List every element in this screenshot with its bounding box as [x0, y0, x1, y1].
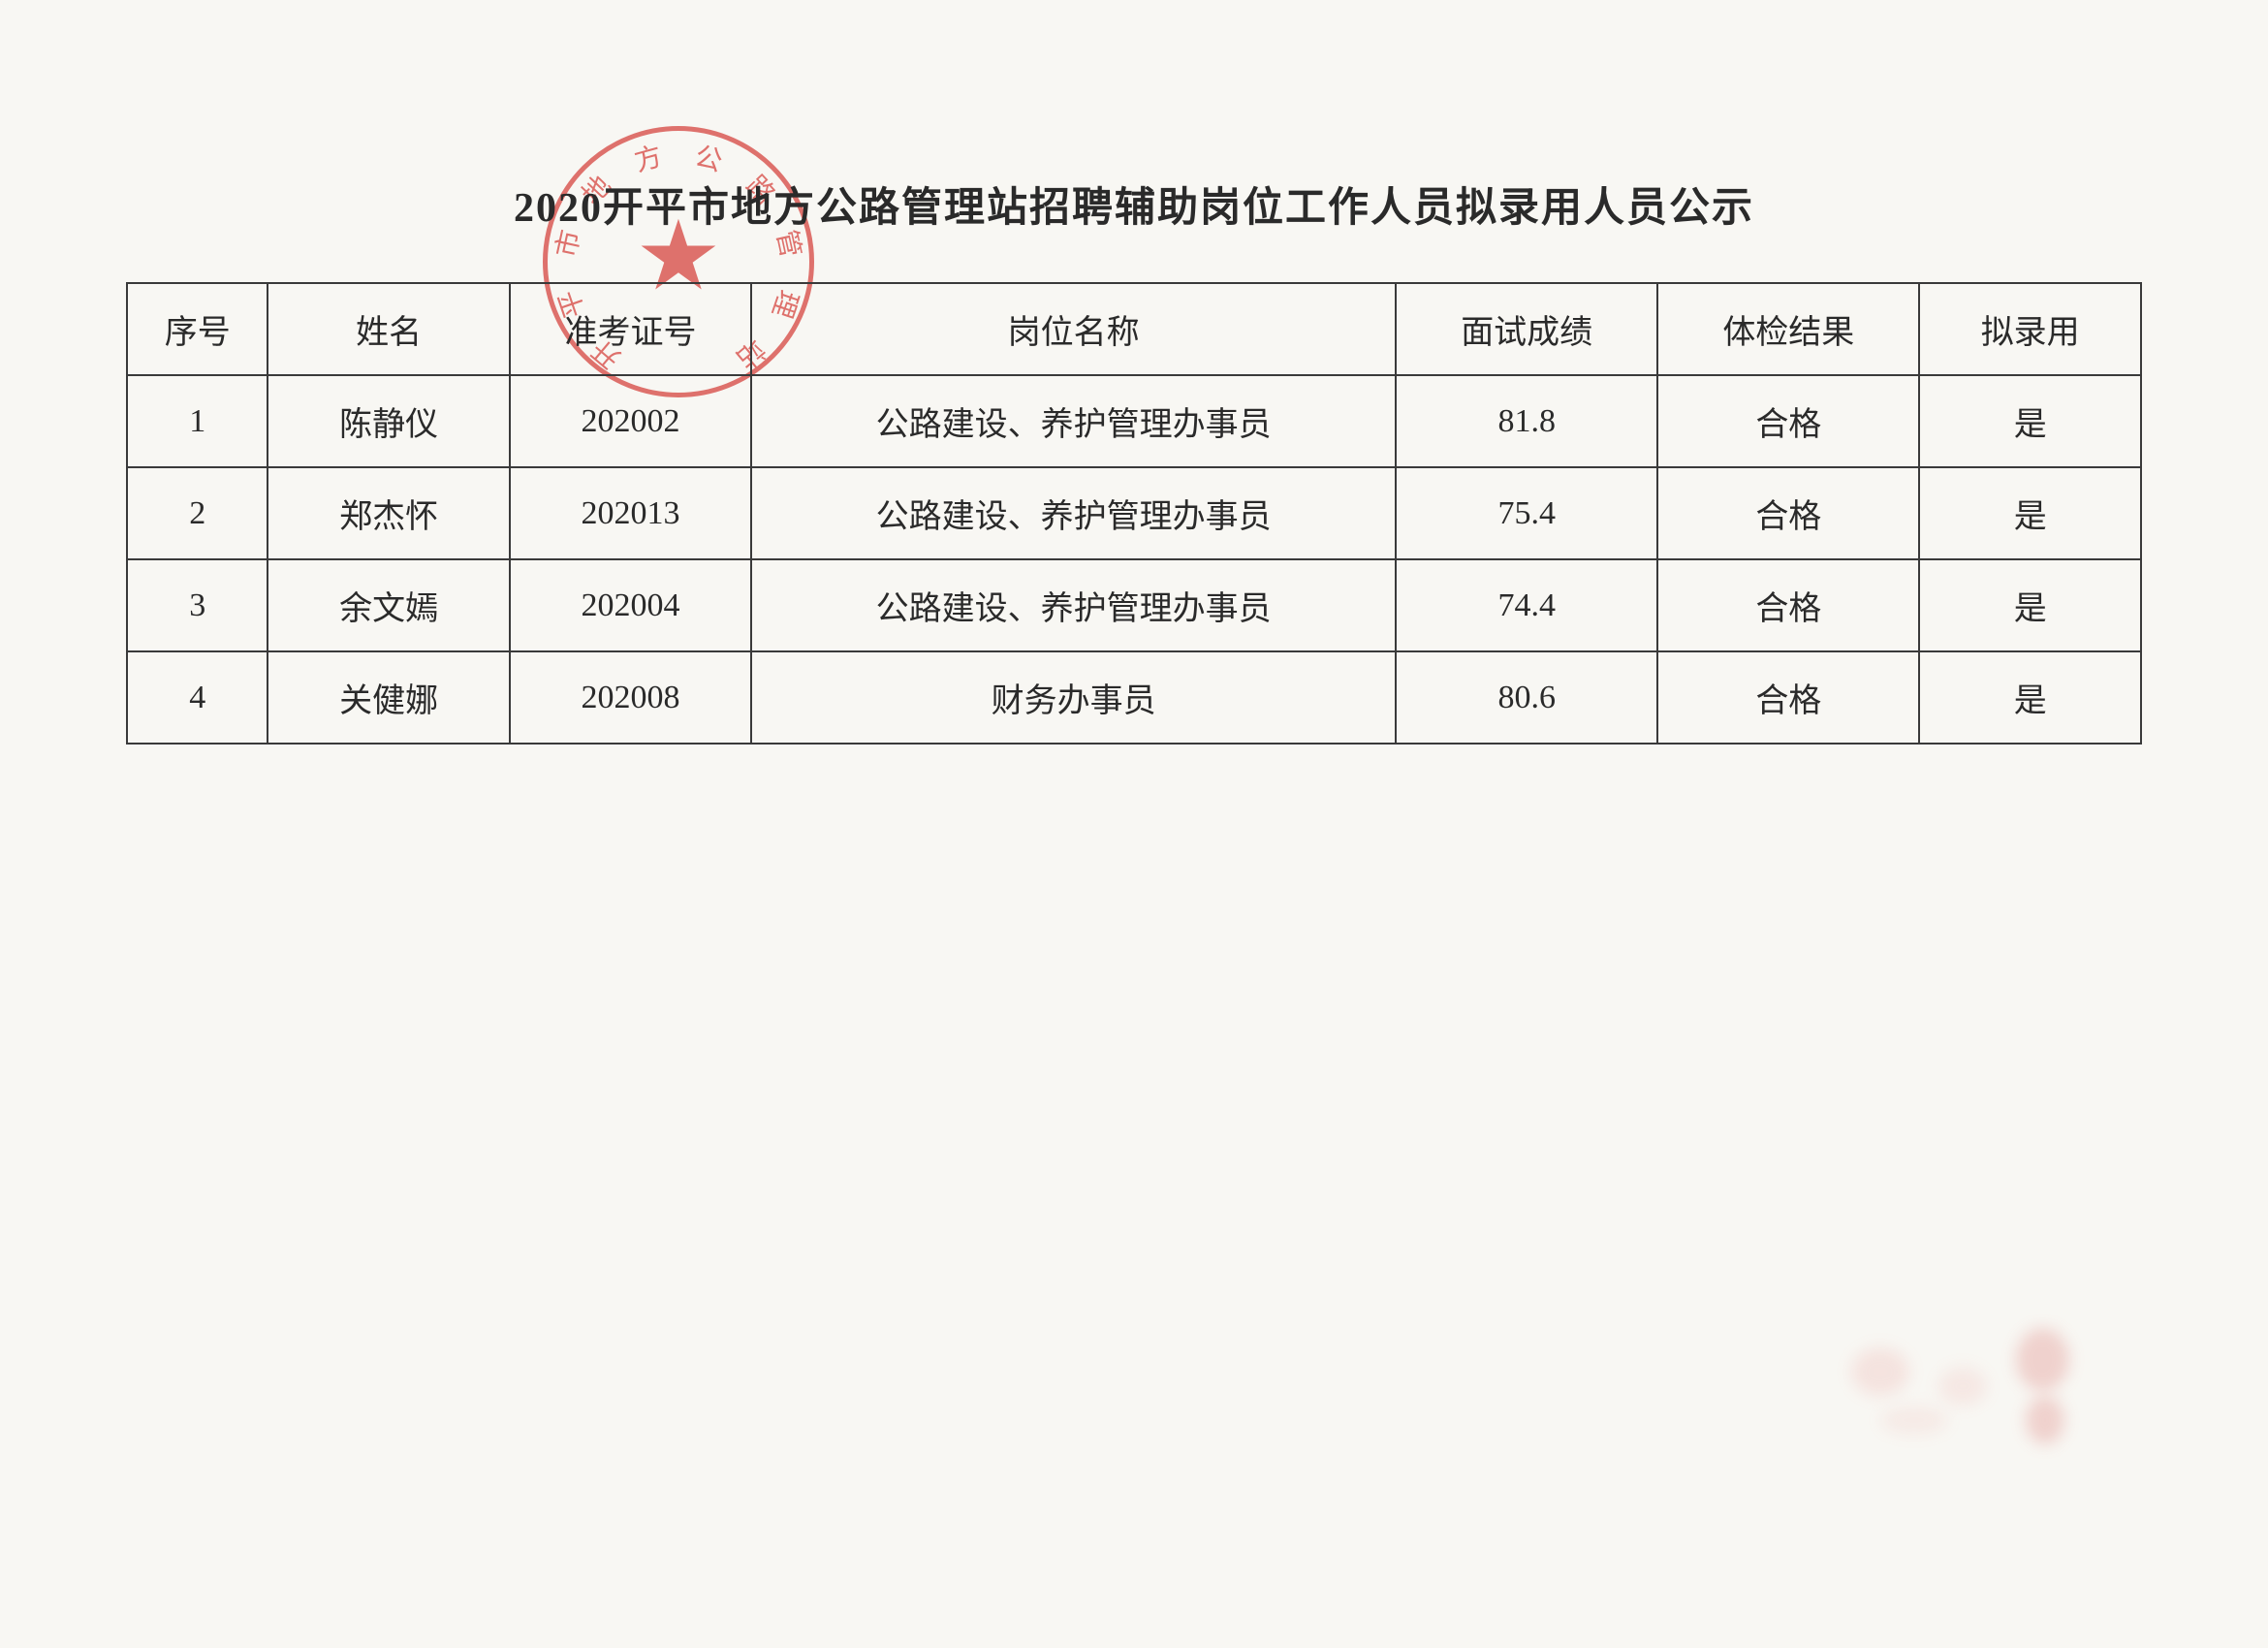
- ink-smudge: [1822, 1318, 2094, 1474]
- cell-score: 75.4: [1396, 467, 1657, 559]
- cell-hire: 是: [1919, 375, 2141, 467]
- col-header-seq: 序号: [127, 283, 268, 375]
- table-row: 4关健娜202008财务办事员80.6合格是: [127, 651, 2141, 744]
- cell-position: 财务办事员: [751, 651, 1396, 744]
- cell-seq: 4: [127, 651, 268, 744]
- cell-name: 郑杰怀: [268, 467, 509, 559]
- cell-exam_no: 202008: [510, 651, 751, 744]
- cell-exam_no: 202013: [510, 467, 751, 559]
- cell-score: 81.8: [1396, 375, 1657, 467]
- cell-position: 公路建设、养护管理办事员: [751, 559, 1396, 651]
- stamp-char: 公: [691, 135, 728, 179]
- cell-name: 陈静仪: [268, 375, 509, 467]
- document-title: 2020开平市地方公路管理站招聘辅助岗位工作人员拟录用人员公示: [126, 174, 2142, 234]
- col-header-position: 岗位名称: [751, 283, 1396, 375]
- cell-seq: 3: [127, 559, 268, 651]
- col-header-hire: 拟录用: [1919, 283, 2141, 375]
- cell-score: 74.4: [1396, 559, 1657, 651]
- cell-health: 合格: [1657, 467, 1919, 559]
- cell-seq: 2: [127, 467, 268, 559]
- table-header-row: 序号 姓名 准考证号 岗位名称 面试成绩 体检结果 拟录用: [127, 283, 2141, 375]
- cell-exam_no: 202004: [510, 559, 751, 651]
- cell-position: 公路建设、养护管理办事员: [751, 375, 1396, 467]
- cell-score: 80.6: [1396, 651, 1657, 744]
- col-header-health: 体检结果: [1657, 283, 1919, 375]
- cell-name: 关健娜: [268, 651, 509, 744]
- table-row: 2郑杰怀202013公路建设、养护管理办事员75.4合格是: [127, 467, 2141, 559]
- cell-hire: 是: [1919, 559, 2141, 651]
- document-page: ★ 开平市地方公路管理站 2020开平市地方公路管理站招聘辅助岗位工作人员拟录用…: [0, 0, 2268, 1648]
- cell-position: 公路建设、养护管理办事员: [751, 467, 1396, 559]
- col-header-exam-no: 准考证号: [510, 283, 751, 375]
- col-header-score: 面试成绩: [1396, 283, 1657, 375]
- cell-health: 合格: [1657, 651, 1919, 744]
- cell-health: 合格: [1657, 559, 1919, 651]
- cell-seq: 1: [127, 375, 268, 467]
- table-row: 3余文嫣202004公路建设、养护管理办事员74.4合格是: [127, 559, 2141, 651]
- cell-name: 余文嫣: [268, 559, 509, 651]
- cell-exam_no: 202002: [510, 375, 751, 467]
- col-header-name: 姓名: [268, 283, 509, 375]
- stamp-char: 方: [630, 135, 667, 179]
- cell-health: 合格: [1657, 375, 1919, 467]
- table-row: 1陈静仪202002公路建设、养护管理办事员81.8合格是: [127, 375, 2141, 467]
- candidates-table: 序号 姓名 准考证号 岗位名称 面试成绩 体检结果 拟录用 1陈静仪202002…: [126, 282, 2142, 745]
- cell-hire: 是: [1919, 467, 2141, 559]
- cell-hire: 是: [1919, 651, 2141, 744]
